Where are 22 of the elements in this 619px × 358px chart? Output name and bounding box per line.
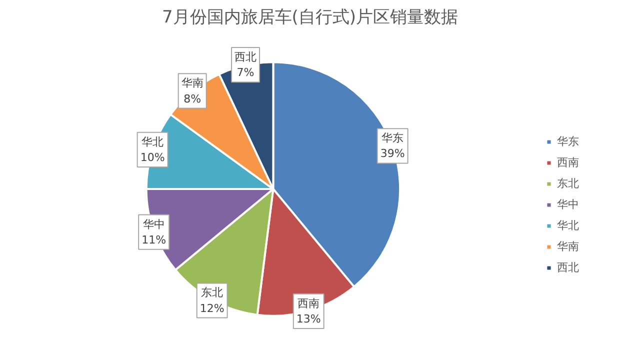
data-label: 39% xyxy=(380,147,405,160)
data-label: 10% xyxy=(140,150,165,164)
legend-label: 东北 xyxy=(557,176,579,191)
slice-label: 华南 xyxy=(181,76,204,90)
data-label: 12% xyxy=(200,302,224,315)
legend-label: 华中 xyxy=(557,197,579,212)
slice-label: 东北 xyxy=(201,286,224,300)
data-label: 7% xyxy=(236,66,254,80)
legend-label: 华北 xyxy=(557,218,579,233)
data-label: 11% xyxy=(142,233,166,246)
data-label: 13% xyxy=(296,312,321,326)
data-label: 8% xyxy=(184,92,202,106)
slice-label: 西北 xyxy=(234,50,257,64)
legend-label: 华东 xyxy=(557,134,579,149)
legend-label: 华南 xyxy=(557,239,579,254)
legend-label: 西北 xyxy=(557,260,579,275)
slice-label: 华北 xyxy=(142,135,164,148)
legend-label: 西南 xyxy=(557,155,579,170)
slice-label: 西南 xyxy=(298,296,320,310)
chart-title: 7月份国内旅居车(自行式)片区销量数据 xyxy=(162,8,458,28)
slice-label: 华东 xyxy=(382,132,404,145)
slice-label: 华中 xyxy=(142,218,165,231)
